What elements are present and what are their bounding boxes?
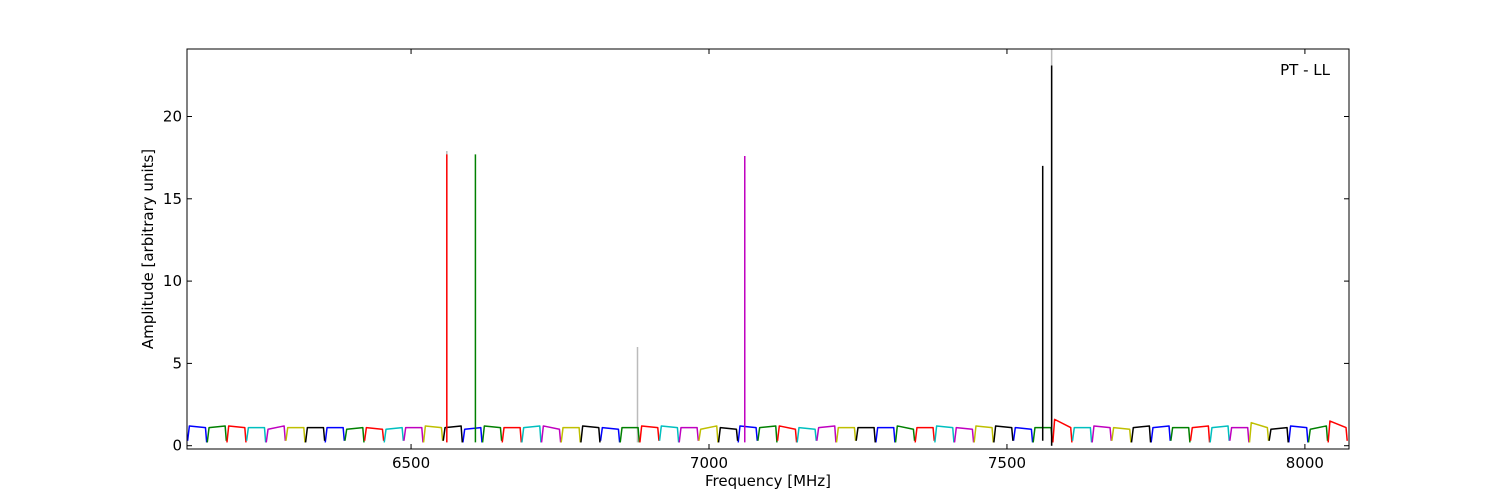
x-tick-label: 8000 xyxy=(1286,454,1324,472)
x-tick-label: 7000 xyxy=(690,454,728,472)
x-axis-label: Frequency [MHz] xyxy=(705,472,831,490)
annotation: PT - LL xyxy=(1280,61,1331,79)
series-line xyxy=(1041,65,1053,446)
y-axis-label: Amplitude [arbitrary units] xyxy=(139,149,157,349)
x-tick-label: 7500 xyxy=(988,454,1026,472)
series-line xyxy=(285,421,1270,443)
y-tick-label: 0 xyxy=(172,437,182,455)
x-tick-label: 6500 xyxy=(392,454,430,472)
series-line xyxy=(304,425,1289,443)
y-tick-label: 10 xyxy=(163,272,182,290)
series-line xyxy=(226,418,1348,443)
axes-frame xyxy=(186,48,1350,450)
y-tick-label: 20 xyxy=(163,107,182,125)
y-tick-label: 15 xyxy=(163,190,182,208)
plot-area xyxy=(187,49,1348,446)
series-line xyxy=(187,425,1309,443)
series-line xyxy=(265,425,1250,443)
series-line xyxy=(446,49,1053,446)
y-tick-label: 5 xyxy=(172,354,182,372)
series-line xyxy=(245,425,1230,443)
